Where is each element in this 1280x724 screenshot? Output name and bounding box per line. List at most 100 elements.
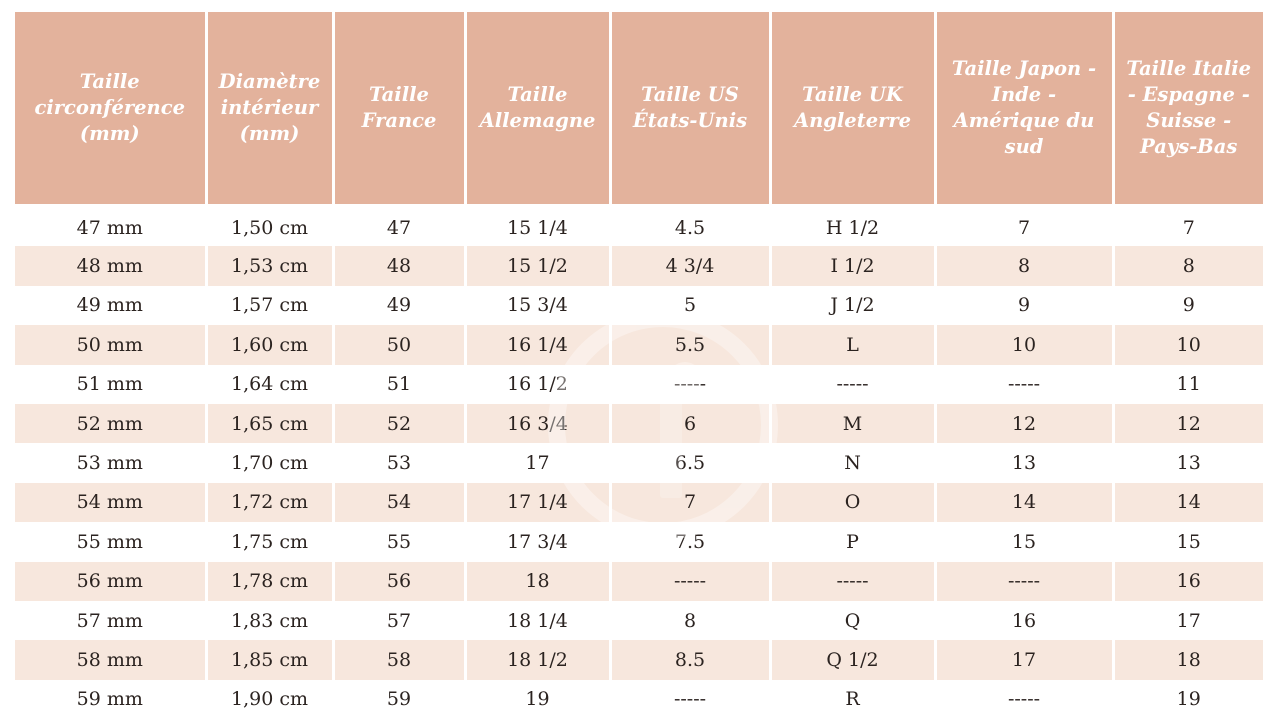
table-row: 50 mm 1,60 cm 50 16 1/4 5.5 L 10 10 bbox=[15, 325, 1263, 365]
table-cell: 15 bbox=[1111, 522, 1263, 562]
table-cell: 1,50 cm bbox=[204, 207, 335, 247]
table-cell: ----- bbox=[768, 364, 937, 404]
table-cell: 1,53 cm bbox=[204, 246, 335, 286]
table-row: 58 mm 1,85 cm 58 18 1/2 8.5 Q 1/2 17 18 bbox=[15, 640, 1263, 680]
table-cell: 15 1/4 bbox=[463, 207, 612, 247]
table-row: 55 mm 1,75 cm 55 17 3/4 7.5 P 15 15 bbox=[15, 522, 1263, 562]
ring-size-conversion-table: Taille circonférence (mm) Diamètre intér… bbox=[15, 12, 1263, 720]
table-cell: 16 1/4 bbox=[463, 325, 612, 365]
table-cell: M bbox=[768, 403, 937, 444]
table-cell: 15 3/4 bbox=[463, 285, 612, 326]
column-header-size-japan: Taille Japon - Inde - Amérique du sud bbox=[933, 12, 1115, 210]
table-cell: 5.5 bbox=[608, 325, 772, 365]
table-cell: 1,57 cm bbox=[204, 285, 335, 326]
table-cell: 1,90 cm bbox=[204, 679, 335, 720]
table-cell: 7.5 bbox=[608, 522, 772, 562]
table-cell: 1,72 cm bbox=[204, 482, 335, 523]
table-cell: 59 mm bbox=[15, 679, 208, 720]
table-cell: 53 bbox=[331, 443, 467, 483]
table-cell: 47 mm bbox=[15, 207, 208, 247]
table-cell: 16 1/2 bbox=[463, 364, 612, 404]
table-cell: 1,60 cm bbox=[204, 325, 335, 365]
table-cell: 57 mm bbox=[15, 600, 208, 641]
table-cell: 8 bbox=[933, 246, 1115, 286]
table-cell: I 1/2 bbox=[768, 246, 937, 286]
table-cell: 58 bbox=[331, 640, 467, 680]
table-cell: ----- bbox=[768, 561, 937, 601]
table-cell: 48 bbox=[331, 246, 467, 286]
table-cell: 48 mm bbox=[15, 246, 208, 286]
table-cell: 14 bbox=[1111, 482, 1263, 523]
table-cell: 1,78 cm bbox=[204, 561, 335, 601]
table-cell: 7 bbox=[1111, 207, 1263, 247]
column-header-size-germany: Taille Allemagne bbox=[463, 12, 612, 210]
table-row: 57 mm 1,83 cm 57 18 1/4 8 Q 16 17 bbox=[15, 600, 1263, 641]
table-cell: 18 1/2 bbox=[463, 640, 612, 680]
table-cell: 17 bbox=[463, 443, 612, 483]
table-row: 47 mm 1,50 cm 47 15 1/4 4.5 H 1/2 7 7 bbox=[15, 207, 1263, 247]
table-cell: 15 1/2 bbox=[463, 246, 612, 286]
table-cell: 47 bbox=[331, 207, 467, 247]
table-cell: 1,85 cm bbox=[204, 640, 335, 680]
table-cell: 19 bbox=[1111, 679, 1263, 720]
table-cell: 18 bbox=[463, 561, 612, 601]
table-body: 47 mm 1,50 cm 47 15 1/4 4.5 H 1/2 7 7 48 mm 1,53 … bbox=[15, 207, 1263, 720]
table-cell: ----- bbox=[933, 561, 1115, 601]
table-cell: 15 bbox=[933, 522, 1115, 562]
table-cell: N bbox=[768, 443, 937, 483]
table-cell: 16 3/4 bbox=[463, 403, 612, 444]
table-row: 52 mm 1,65 cm 52 16 3/4 6 M 12 12 bbox=[15, 403, 1263, 444]
table-cell: 55 mm bbox=[15, 522, 208, 562]
table-row: 48 mm 1,53 cm 48 15 1/2 4 3/4 I 1/2 8 8 bbox=[15, 246, 1263, 286]
table-cell: 57 bbox=[331, 600, 467, 641]
table-cell: 52 mm bbox=[15, 403, 208, 444]
column-header-size-italy: Taille Italie - Espagne - Suisse - Pays-… bbox=[1111, 12, 1263, 210]
table-cell: 19 bbox=[463, 679, 612, 720]
table-cell: 1,70 cm bbox=[204, 443, 335, 483]
table-cell: 13 bbox=[1111, 443, 1263, 483]
table-cell: ----- bbox=[608, 561, 772, 601]
table-cell: 17 bbox=[933, 640, 1115, 680]
table-cell: 1,83 cm bbox=[204, 600, 335, 641]
table-cell: 51 bbox=[331, 364, 467, 404]
table-cell: 16 bbox=[1111, 561, 1263, 601]
table-cell: J 1/2 bbox=[768, 285, 937, 326]
table-cell: H 1/2 bbox=[768, 207, 937, 247]
table-cell: ----- bbox=[933, 364, 1115, 404]
table-cell: 51 mm bbox=[15, 364, 208, 404]
table-row: 56 mm 1,78 cm 56 18 ----- ----- ----- 16 bbox=[15, 561, 1263, 601]
table-cell: 6 bbox=[608, 403, 772, 444]
table-cell: 18 bbox=[1111, 640, 1263, 680]
table-cell: 5 bbox=[608, 285, 772, 326]
table-cell: ----- bbox=[608, 364, 772, 404]
table-cell: 18 1/4 bbox=[463, 600, 612, 641]
table-header: Taille circonférence (mm) Diamètre intér… bbox=[15, 12, 1263, 210]
table-cell: 50 mm bbox=[15, 325, 208, 365]
table-cell: 4 3/4 bbox=[608, 246, 772, 286]
table-cell: 4.5 bbox=[608, 207, 772, 247]
table-cell: 54 mm bbox=[15, 482, 208, 523]
column-header-size-uk: Taille UK Angleterre bbox=[768, 12, 937, 210]
table-cell: 1,65 cm bbox=[204, 403, 335, 444]
table-cell: P bbox=[768, 522, 937, 562]
table-cell: O bbox=[768, 482, 937, 523]
table-cell: 55 bbox=[331, 522, 467, 562]
table-cell: 59 bbox=[331, 679, 467, 720]
table-cell: R bbox=[768, 679, 937, 720]
table-cell: 54 bbox=[331, 482, 467, 523]
table-cell: 14 bbox=[933, 482, 1115, 523]
table-cell: Q 1/2 bbox=[768, 640, 937, 680]
table-row: 54 mm 1,72 cm 54 17 1/4 7 O 14 14 bbox=[15, 482, 1263, 523]
table-cell: 1,64 cm bbox=[204, 364, 335, 404]
table-cell: 58 mm bbox=[15, 640, 208, 680]
table-cell: 12 bbox=[933, 403, 1115, 444]
table-cell: 17 bbox=[1111, 600, 1263, 641]
table-cell: L bbox=[768, 325, 937, 365]
table-row: 49 mm 1,57 cm 49 15 3/4 5 J 1/2 9 9 bbox=[15, 285, 1263, 326]
table-cell: 10 bbox=[933, 325, 1115, 365]
table-cell: 56 bbox=[331, 561, 467, 601]
table-cell: 52 bbox=[331, 403, 467, 444]
table-row: 51 mm 1,64 cm 51 16 1/2 ----- ----- ----- 11 bbox=[15, 364, 1263, 404]
table-cell: 7 bbox=[933, 207, 1115, 247]
table-cell: 56 mm bbox=[15, 561, 208, 601]
